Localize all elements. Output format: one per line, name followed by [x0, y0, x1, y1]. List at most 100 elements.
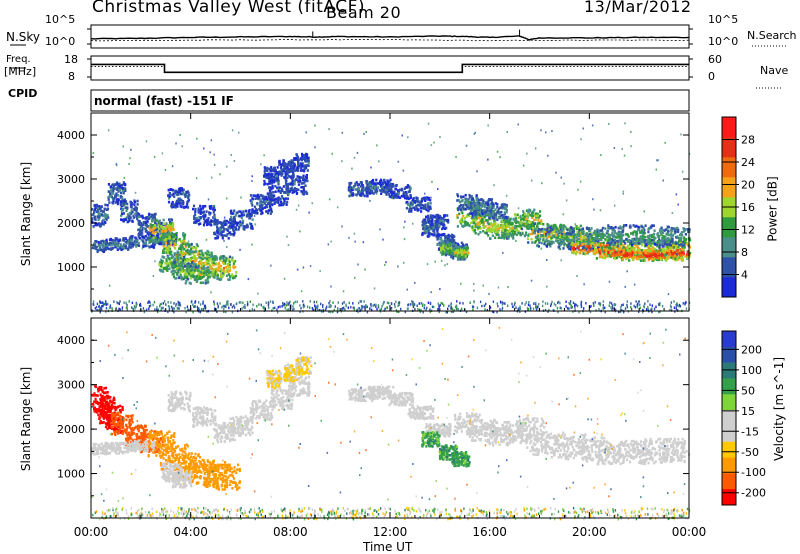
- power-cell: [184, 252, 187, 255]
- power-cell: [270, 174, 273, 178]
- power-cell: [183, 239, 186, 243]
- power-cell: [228, 263, 231, 267]
- power-cell: [177, 191, 180, 195]
- power-cell: [429, 225, 433, 229]
- power-cell: [457, 207, 460, 210]
- power-cell: [282, 167, 285, 171]
- power-cell: [379, 189, 382, 192]
- power-cell: [161, 239, 164, 242]
- power-cell: [139, 227, 142, 230]
- power-cell: [173, 195, 176, 198]
- power-cell: [175, 235, 178, 239]
- power-cell: [372, 192, 375, 195]
- power-cell: [264, 182, 267, 185]
- power-cell: [209, 266, 212, 270]
- power-cell: [205, 269, 208, 273]
- power-cell: [219, 256, 222, 260]
- power-cell: [165, 246, 168, 249]
- power-cell: [174, 247, 177, 250]
- power-cell: [301, 163, 304, 166]
- power-cell: [462, 208, 466, 211]
- power-cell: [490, 230, 493, 233]
- power-cell: [202, 267, 206, 271]
- power-cell: [270, 166, 273, 169]
- power-cell: [219, 269, 222, 273]
- power-cell: [484, 201, 487, 204]
- power-cell: [501, 205, 504, 209]
- power-cell: [178, 247, 181, 250]
- power-cell: [267, 201, 270, 205]
- power-cell: [199, 216, 202, 220]
- power-cell: [175, 262, 178, 266]
- power-cell: [198, 253, 201, 256]
- power-cell: [498, 216, 502, 220]
- power-cell: [210, 253, 213, 257]
- power-cell: [220, 277, 223, 280]
- power-cell: [202, 215, 205, 218]
- power-cell: [248, 215, 252, 218]
- power-cell: [177, 238, 180, 242]
- power-cell: [222, 266, 225, 270]
- power-cell: [418, 204, 421, 207]
- power-cell: [194, 210, 197, 214]
- power-cell: [285, 203, 288, 206]
- power-cell: [260, 194, 263, 197]
- power-cell: [91, 217, 94, 220]
- power-cell: [231, 274, 234, 277]
- nsky-panel: [10, 24, 786, 49]
- power-cell: [169, 226, 172, 229]
- power-cell: [131, 235, 134, 238]
- power-cell: [561, 235, 564, 239]
- power-cell: [91, 208, 94, 211]
- power-cell: [464, 255, 467, 258]
- power-cell: [202, 210, 206, 214]
- power-cell: [105, 218, 108, 221]
- power-cell: [563, 236, 566, 240]
- power-cell: [533, 218, 536, 222]
- power-cell: [172, 235, 175, 239]
- power-cell: [97, 212, 101, 216]
- power-cell: [100, 240, 103, 243]
- power-cell: [122, 244, 125, 248]
- power-cell: [163, 243, 166, 246]
- power-cell: [491, 226, 494, 229]
- power-cell: [464, 200, 467, 203]
- power-cell: [476, 226, 480, 229]
- power-cell: [189, 269, 192, 272]
- power-cell: [168, 267, 171, 270]
- power-cell: [219, 232, 222, 235]
- power-cell: [99, 205, 102, 209]
- power-cell: [136, 217, 139, 221]
- power-cell: [204, 219, 207, 223]
- power-cell: [165, 235, 168, 238]
- power-cell: [132, 214, 135, 218]
- power-cell: [463, 251, 466, 254]
- power-cell: [254, 194, 257, 198]
- power-cell: [516, 224, 519, 228]
- power-cell: [424, 197, 427, 201]
- power-cell: [98, 215, 101, 218]
- power-cell: [375, 178, 378, 182]
- power-cell: [172, 244, 175, 248]
- power-cell: [577, 232, 581, 235]
- power-cell: [177, 256, 180, 260]
- power-cell: [232, 266, 235, 270]
- power-cell: [182, 191, 185, 195]
- power-cell: [253, 205, 257, 209]
- freq-frame: [90, 55, 690, 81]
- power-cell: [99, 222, 102, 226]
- power-cell: [170, 205, 173, 208]
- power-cell: [193, 257, 196, 261]
- power-cell: [525, 226, 528, 229]
- power-background: [91, 113, 689, 311]
- power-cell: [121, 197, 124, 200]
- power-cell: [490, 198, 493, 201]
- power-cell: [200, 271, 203, 274]
- power-cell: [122, 219, 126, 222]
- power-cell: [157, 221, 161, 225]
- power-cell: [466, 205, 469, 209]
- power-cell: [176, 273, 179, 277]
- power-cell: [198, 275, 202, 279]
- power-cell: [196, 279, 199, 283]
